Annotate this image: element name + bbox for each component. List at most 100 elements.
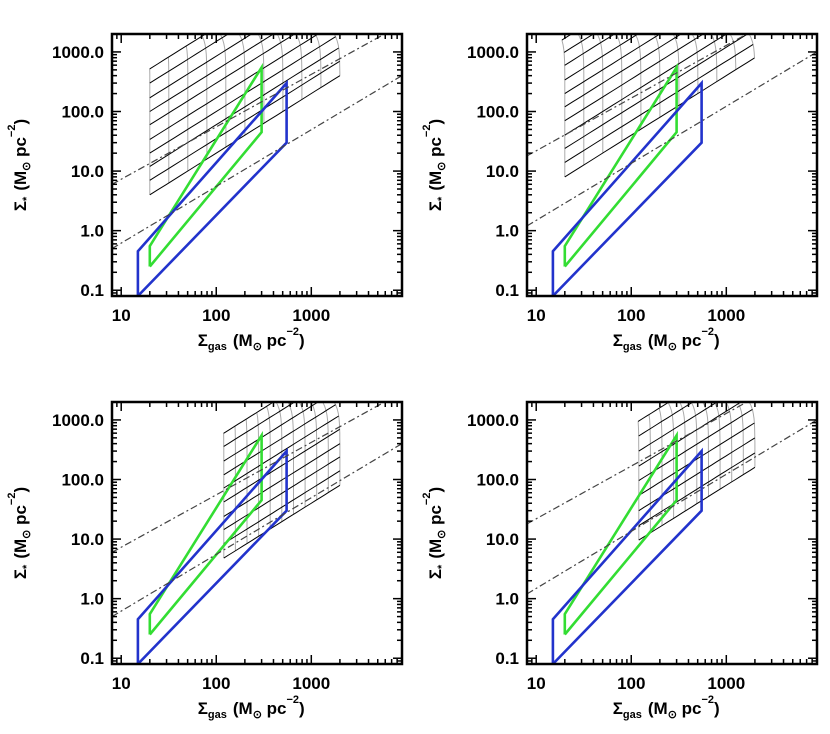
x-tick-label: 10: [527, 306, 546, 325]
model-grid-gas-curve: [245, 419, 248, 544]
x-axis-label-main: Σ: [613, 699, 623, 718]
x-axis-label-exp: −2: [286, 694, 299, 706]
x-axis-label-close: ): [299, 699, 305, 718]
model-grid-slope-line: [223, 415, 339, 489]
y-axis-label-sub: *: [21, 196, 33, 201]
panels: 10 100 1000 0.1 1.0 10.0 100.0 1000.0 Σgas (M⊙ pc…: [6, 32, 819, 721]
x-tick-label: 100: [617, 306, 645, 325]
green-region-outline: [563, 62, 678, 268]
x-axis-label-rest: pc: [262, 331, 287, 350]
model-grid-gas-curve: [314, 34, 322, 88]
model-grid-slope-line: [223, 456, 341, 531]
x-tick-label: 10: [112, 674, 131, 693]
x-tick-label: 10: [527, 674, 546, 693]
model-grid-slope-line: [223, 428, 340, 503]
model-grid-gas-curve: [561, 39, 566, 177]
dash-dot-line-lower: [112, 443, 402, 618]
y-tick-label: 10.0: [486, 530, 519, 549]
plot-frame: [525, 32, 819, 298]
x-axis-label-main: Σ: [198, 699, 208, 718]
model-grid-gas-curve: [672, 34, 680, 106]
y-axis-label-odot: ⊙: [436, 530, 448, 539]
y-tick-label: 1.0: [495, 222, 519, 241]
y-tick-label: 100.0: [476, 103, 519, 122]
x-axis-label-odot: ⊙: [253, 709, 262, 721]
model-grid-slope-line: [564, 34, 616, 66]
model-grid-gas-curve: [333, 402, 341, 486]
blue-region-outline: [136, 447, 288, 664]
model-grid-slope-line: [223, 484, 341, 559]
x-tick-label: 1000: [707, 306, 745, 325]
green-region-outline: [148, 430, 263, 636]
y-axis-label-rest: pc: [11, 137, 30, 162]
x-tick-label: 1000: [707, 674, 745, 693]
dash-dot-line-upper: [527, 34, 749, 157]
x-axis-label-sub: gas: [623, 709, 642, 721]
plot-frame: [110, 400, 404, 666]
model-grid-slope-line: [564, 34, 682, 108]
y-tick-label: 10.0: [71, 530, 104, 549]
green-region-outline: [563, 430, 678, 636]
model-grid-slope-line: [638, 402, 742, 467]
x-axis-label-exp: −2: [286, 326, 299, 338]
x-axis-label: Σgas (M⊙ pc−2): [198, 326, 305, 353]
y-tick-label: 0.1: [495, 649, 519, 668]
y-axis-label-close: ): [426, 119, 445, 125]
x-axis-label-sub: gas: [623, 341, 642, 353]
y-axis-label-exp: −2: [6, 493, 18, 506]
y-tick-label: 1.0: [80, 222, 104, 241]
x-axis-label-close: ): [714, 331, 720, 350]
axis-ticks: [111, 33, 403, 297]
model-grid-gas-curve: [295, 34, 303, 100]
y-axis-label-main: Σ: [11, 201, 30, 211]
y-axis-label-main: Σ: [11, 569, 30, 579]
plot-area: [527, 402, 817, 664]
model-grid-slope-line: [223, 402, 296, 447]
model-grid-slope-line: [638, 402, 719, 452]
y-tick-label: 1000.0: [467, 411, 519, 430]
model-grid-slope-line: [564, 34, 749, 149]
y-axis-label-rest: pc: [11, 505, 30, 530]
y-axis-label: Σ* (M⊙ pc−2): [421, 487, 448, 579]
axis-ticks: [526, 401, 818, 665]
model-grid-gas-curve: [729, 34, 737, 70]
model-grid-slope-line: [223, 402, 319, 462]
model-grid-gas-curve: [596, 34, 604, 153]
y-tick-label: 1000.0: [52, 411, 104, 430]
y-axis-label-rest: pc: [426, 505, 445, 530]
model-grid-slope-line: [149, 34, 319, 140]
x-axis-label: Σgas (M⊙ pc−2): [613, 694, 720, 721]
plot-area: [112, 402, 402, 664]
y-tick-label: 10.0: [486, 162, 519, 181]
model-grid-gas-curve: [238, 34, 246, 136]
y-axis-label: Σ* (M⊙ pc−2): [6, 119, 33, 211]
y-axis-label-odot: ⊙: [436, 162, 448, 171]
y-axis-label: Σ* (M⊙ pc−2): [6, 487, 33, 579]
y-axis-label: Σ* (M⊙ pc−2): [421, 119, 448, 211]
y-tick-label: 1.0: [80, 590, 104, 609]
y-tick-label: 100.0: [61, 471, 104, 490]
plot-area: [112, 34, 402, 296]
x-axis-label-rest: pc: [677, 699, 702, 718]
x-axis-label-sub: gas: [208, 341, 227, 353]
x-axis-label-main: Σ: [198, 331, 208, 350]
x-axis-label-close: ): [714, 699, 720, 718]
model-grid-slope-line: [564, 34, 639, 81]
y-tick-label: 1000.0: [52, 43, 104, 62]
y-tick-label: 100.0: [476, 471, 519, 490]
y-axis-label-exp: −2: [6, 125, 18, 138]
model-grid-slope-line: [149, 34, 207, 70]
model-grid-slope-line: [149, 34, 275, 112]
x-axis-label-close: ): [299, 331, 305, 350]
y-axis-label-exp: −2: [421, 125, 433, 138]
y-tick-label: 100.0: [61, 103, 104, 122]
y-axis-label-main: Σ: [426, 569, 445, 579]
model-grid-slope-line: [223, 402, 275, 434]
model-grid-gas-curve: [266, 406, 271, 529]
x-axis-label-sub: gas: [208, 709, 227, 721]
y-axis-label-sub: *: [436, 564, 448, 569]
